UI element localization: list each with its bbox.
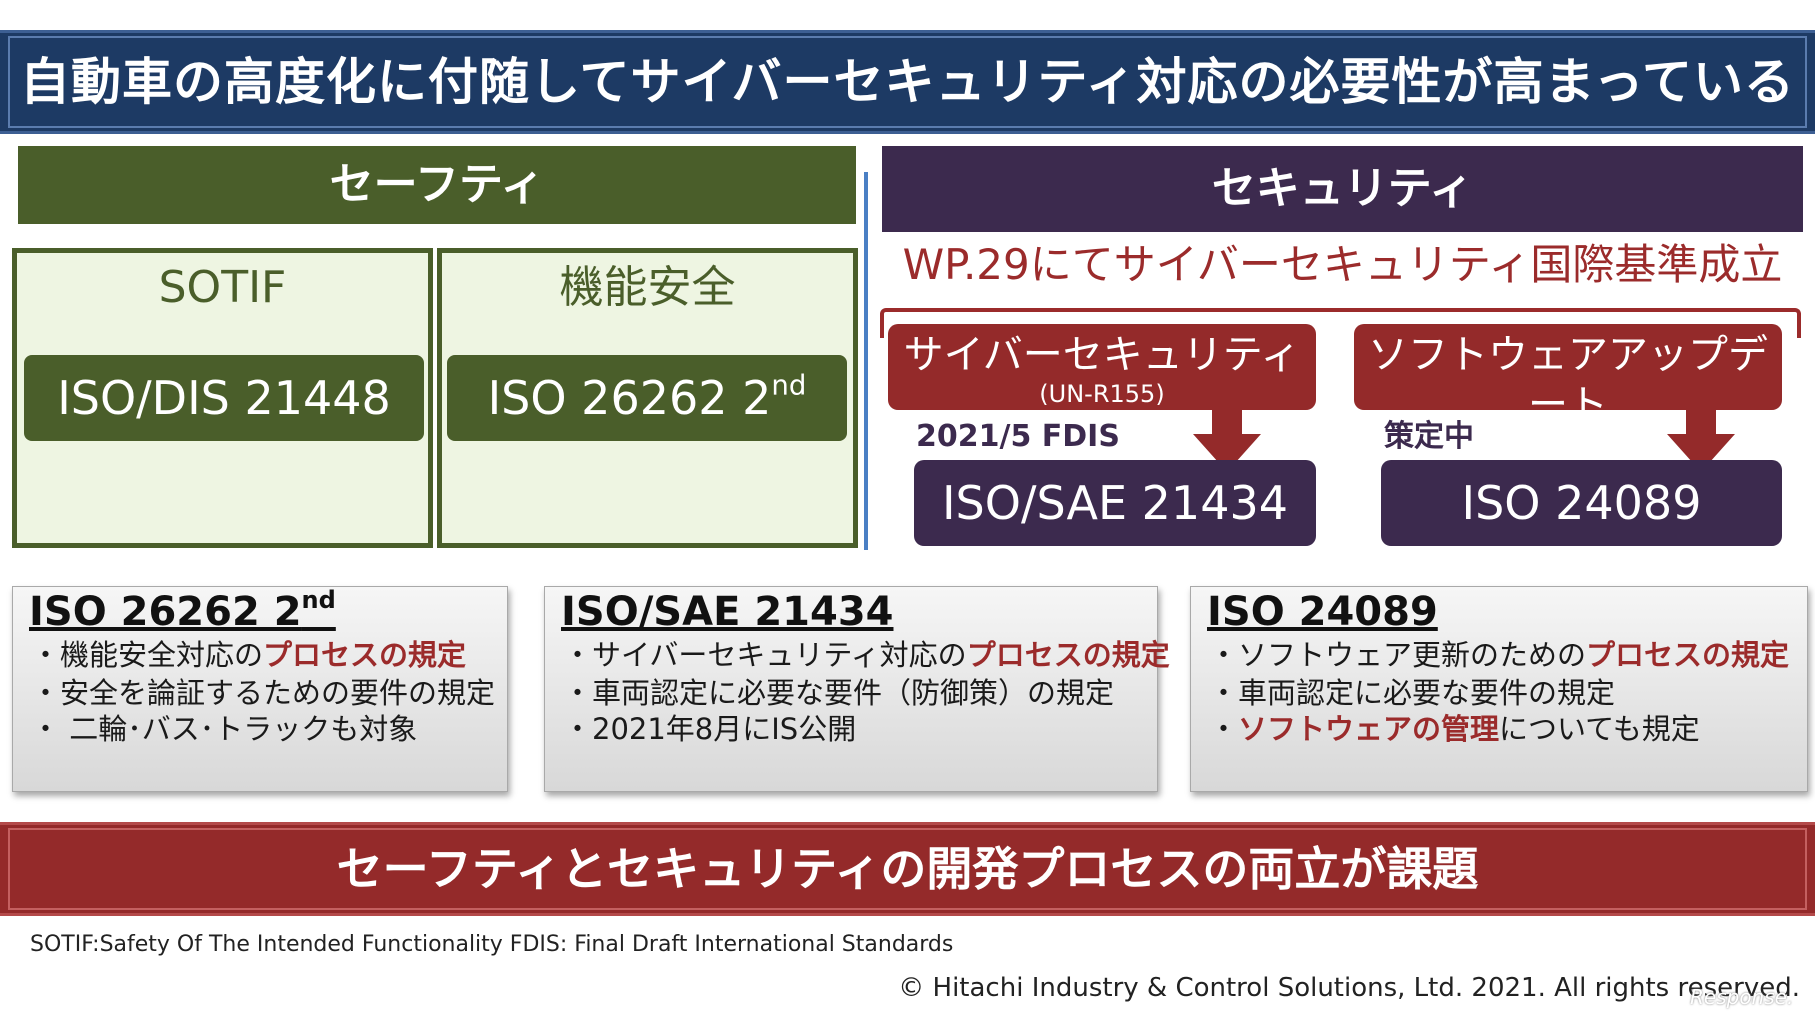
watermark: Response.: [1690, 985, 1794, 1009]
card-line: ・サイバーセキュリティ対応のプロセスの規定: [563, 637, 1170, 673]
un-r156-label: (UN-R156): [1505, 430, 1631, 458]
card-line: ・ソフトウェアの管理についても規定: [1209, 711, 1700, 747]
iso-sae-21434-card: ISO/SAE 21434 ・サイバーセキュリティ対応のプロセスの規定 ・車両認…: [544, 586, 1170, 792]
card-line-highlight: プロセスの規定: [966, 638, 1170, 672]
wp29-bracket: [880, 308, 1801, 338]
title-frame: [8, 36, 1807, 128]
footnote: SOTIF:Safety Of The Intended Functionali…: [30, 932, 954, 957]
card-line: ・安全を論証するための要件の規定: [31, 676, 496, 710]
card-line: ・ 二輪･バス･トラックも対象: [31, 712, 418, 746]
safety-header: セーフティ: [18, 146, 856, 224]
card-line-highlight: プロセスの規定: [1586, 638, 1790, 672]
card-line: ・車両認定に必要な要件（防御策）の規定: [563, 676, 1115, 710]
arrow-down-icon-stem: [1686, 410, 1716, 436]
card-line-text: ・ソフトウェア更新のための: [1209, 638, 1587, 672]
iso-24089-label: ISO 24089: [1381, 460, 1782, 546]
title-band: [0, 30, 1815, 134]
card-line: ・機能安全対応のプロセスの規定: [31, 637, 466, 673]
security-header: セキュリティ: [882, 146, 1803, 232]
card-line-text: ・: [1209, 712, 1239, 746]
drafting-status: 策定中: [1384, 419, 1474, 454]
slide-title: 自動車の高度化に付随してサイバーセキュリティ対応の必要性が高まっている: [20, 53, 1795, 111]
iso-26262-card: ISO 26262 2nd ・機能安全対応のプロセスの規定 ・安全を論証するため…: [12, 586, 508, 792]
card-title: ISO 26262 2nd: [29, 587, 336, 637]
iso-26262-label: ISO 26262 2nd: [447, 355, 847, 441]
un-r155-label: (UN-R155): [1039, 380, 1165, 408]
card-line-highlight: プロセスの規定: [263, 638, 467, 672]
card-line: ・2021年8月にIS公開: [563, 712, 857, 746]
section-divider: [864, 172, 868, 550]
iso-24089-card: ISO 24089 ・ソフトウェア更新のためのプロセスの規定 ・車両認定に必要な…: [1190, 586, 1808, 792]
card-title-text: ISO 26262 2: [29, 589, 302, 635]
conclusion-text: セーフティとセキュリティの開発プロセスの両立が課題: [336, 842, 1479, 896]
copyright: © Hitachi Industry & Control Solutions, …: [898, 973, 1800, 1003]
card-line-text: ・機能安全対応の: [31, 638, 264, 672]
conclusion-frame: [8, 828, 1807, 910]
functional-safety-title: 機能安全: [559, 262, 736, 313]
card-line-text: ・サイバーセキュリティ対応の: [563, 638, 967, 672]
software-update-regulation-box: ソフトウェアアップデート (UN-R156): [1354, 324, 1782, 458]
conclusion-band: [0, 822, 1815, 916]
card-line-highlight: ソフトウェアの管理: [1238, 712, 1500, 746]
iso-26262-text: ISO 26262 2: [487, 371, 772, 425]
iso-26262-sup: nd: [771, 368, 807, 402]
card-line: ・車両認定に必要な要件の規定: [1209, 676, 1616, 710]
sotif-title: SOTIF: [158, 262, 287, 313]
software-update-title: ソフトウェアアップデート: [1368, 332, 1768, 428]
cybersecurity-title: サイバーセキュリティ: [903, 332, 1301, 378]
card-line: ・ソフトウェア更新のためのプロセスの規定: [1209, 637, 1789, 673]
card-title: ISO/SAE 21434: [561, 589, 894, 635]
cybersecurity-regulation-box: サイバーセキュリティ (UN-R155): [888, 324, 1316, 410]
card-title-sup: nd: [301, 586, 336, 615]
iso-sae-21434-label: ISO/SAE 21434: [914, 460, 1316, 546]
fdis-status: 2021/5 FDIS: [916, 419, 1120, 454]
iso-dis-21448-label: ISO/DIS 21448: [24, 355, 424, 441]
wp29-statement: WP.29にてサイバーセキュリティ国際基準成立: [902, 240, 1783, 289]
arrow-down-icon-stem: [1212, 410, 1242, 436]
card-line-text: についても規定: [1499, 712, 1700, 746]
card-title: ISO 24089: [1207, 589, 1438, 635]
